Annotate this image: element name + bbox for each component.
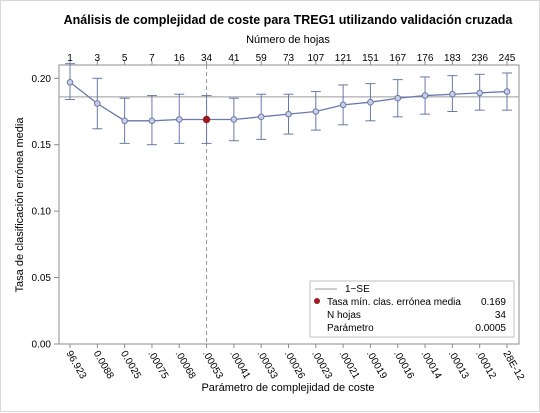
top-tick-label: 245 <box>499 53 516 64</box>
top-tick-label: 183 <box>444 53 461 64</box>
x-tick-label: 0.0025 <box>118 349 143 381</box>
top-tick-label: 151 <box>362 53 379 64</box>
top-tick-label: 167 <box>389 53 406 64</box>
x-tick-label: .00033 <box>255 349 280 381</box>
legend-param-label: Parámetro <box>327 323 374 334</box>
top-tick-label: 236 <box>471 53 488 64</box>
chart-title: Análisis de complejidad de coste para TR… <box>64 13 514 27</box>
x-tick-label: .00023 <box>309 349 334 381</box>
x-tick-label: 28E-12 <box>500 349 526 383</box>
x-tick-label: .00068 <box>173 349 198 381</box>
selected-point <box>202 115 211 124</box>
y-tick-label: 0.20 <box>32 74 52 85</box>
legend: 1−SE Tasa mín. clas. errónea media 0.169… <box>309 280 515 338</box>
legend-one-se-label: 1−SE <box>345 284 370 295</box>
data-point <box>175 116 183 123</box>
legend-param-value: 0.0005 <box>475 323 506 334</box>
x-tick-label: .00053 <box>200 349 225 381</box>
data-point <box>257 113 265 121</box>
x-tick-label: 96.923 <box>63 349 88 381</box>
top-tick-label: 16 <box>174 53 186 64</box>
data-point <box>94 100 101 107</box>
legend-leaves-value: 34 <box>495 310 507 321</box>
y-axis-label: Tasa de clasificación errónea media <box>14 117 26 293</box>
top-tick-labels: 1 3 5 7 16 34 41 59 73 107 121 151 167 176 183 236 245 <box>67 53 516 65</box>
data-point <box>339 101 347 109</box>
top-tick-label: 1 <box>67 53 73 64</box>
data-point <box>394 94 402 102</box>
x-tick-label: .00075 <box>145 349 170 381</box>
data-point <box>121 117 128 125</box>
y-tick-label: 0.00 <box>32 340 52 351</box>
data-point <box>449 90 456 98</box>
data-point <box>367 98 374 106</box>
y-tick-label: 0.05 <box>32 273 52 284</box>
x-tick-label: .00016 <box>391 349 416 381</box>
x-tick-label: .00019 <box>364 349 389 381</box>
top-tick-label: 7 <box>149 53 155 64</box>
legend-min-label: Tasa mín. clas. errónea media <box>327 297 461 308</box>
x-tick-label: .00013 <box>446 349 471 381</box>
x-tick-label: .00041 <box>227 349 252 381</box>
data-point <box>476 89 483 97</box>
top-tick-label: 176 <box>417 53 434 64</box>
data-point <box>148 117 156 125</box>
x-tick-label: .00012 <box>473 349 498 381</box>
top-tick-label: 34 <box>201 53 213 64</box>
data-point <box>421 92 429 99</box>
top-tick-label: 107 <box>307 53 324 64</box>
legend-min-value: 0.169 <box>481 297 506 308</box>
top-tick-label: 59 <box>256 53 268 64</box>
legend-leaves-label: N hojas <box>327 310 361 321</box>
data-point <box>285 110 292 118</box>
top-tick-label: 41 <box>228 53 240 64</box>
data-point <box>230 116 238 123</box>
x-axis-label: Parámetro de complejidad de coste <box>201 382 374 394</box>
x-tick-label: .00014 <box>418 349 443 381</box>
y-axis-ticks: 0.00 0.05 0.10 0.15 0.20 <box>32 74 59 351</box>
legend-box <box>309 280 515 338</box>
top-tick-label: 5 <box>122 53 128 64</box>
data-point <box>66 78 74 86</box>
x-tick-label: .00026 <box>282 349 307 381</box>
x-tick-label: .00021 <box>337 349 362 381</box>
x-axis-ticks: 96.923 0.0088 0.0025.00075.00068.00053.000… <box>63 344 526 383</box>
top-tick-label: 3 <box>95 53 101 64</box>
y-tick-label: 0.10 <box>32 207 52 218</box>
data-point <box>503 88 511 95</box>
data-point <box>312 108 320 115</box>
legend-min-swatch <box>314 298 320 304</box>
top-tick-label: 73 <box>283 53 295 64</box>
y-tick-label: 0.15 <box>32 140 52 151</box>
x-tick-label: 0.0088 <box>91 349 116 381</box>
data-markers <box>66 78 511 125</box>
top-tick-label: 121 <box>335 53 352 64</box>
top-axis-label: Número de hojas <box>246 34 330 46</box>
